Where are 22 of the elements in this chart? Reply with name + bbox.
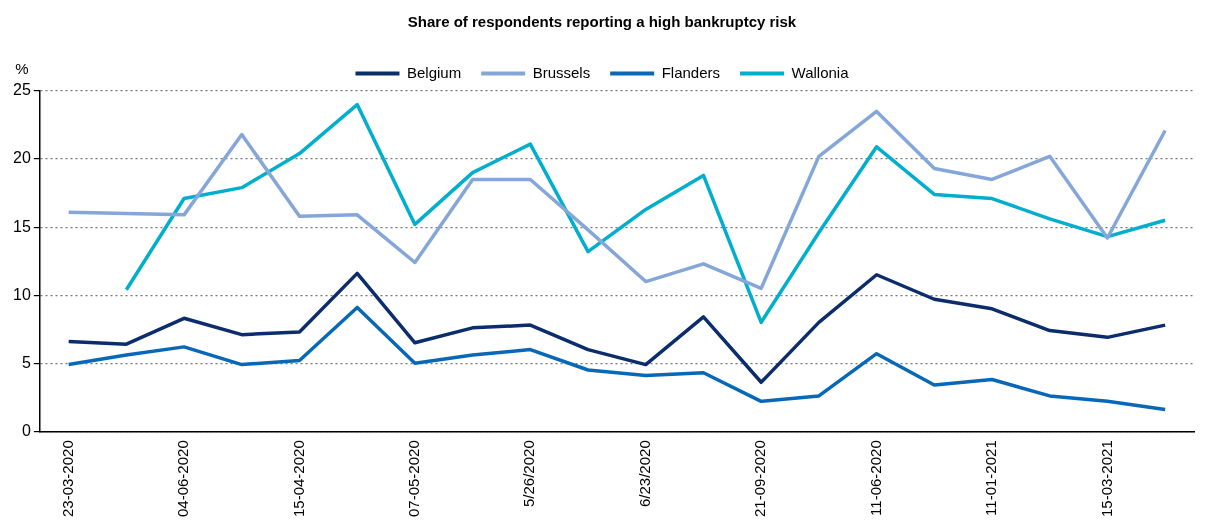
x-tick-label: 23-03-2020: [58, 440, 76, 518]
legend-label: Flanders: [661, 63, 721, 81]
x-tick-label: 07-05-2020: [405, 440, 423, 518]
x-tick-label: 15-04-2020: [289, 440, 307, 518]
y-tick-label: 5: [21, 353, 31, 371]
chart-title: Share of respondents reporting a high bankruptcy risk: [407, 13, 797, 31]
y-tick-label: 20: [13, 149, 31, 167]
x-tick-label: 11-01-2021: [982, 440, 1000, 516]
x-tick-label: 6/23/2020: [635, 440, 653, 508]
y-tick-label: 0: [21, 421, 31, 439]
legend-label: Wallonia: [791, 63, 850, 81]
y-tick-label: 25: [13, 81, 31, 99]
y-axis-title: %: [15, 59, 29, 77]
x-tick-label: 04-06-2020: [174, 440, 192, 518]
y-tick-label: 10: [13, 285, 31, 303]
x-tick-label: 15-03-2021: [1097, 440, 1115, 518]
x-tick-label: 11-06-2020: [866, 440, 884, 516]
x-tick-label: 21-09-2020: [751, 440, 769, 518]
legend-label: Belgium: [406, 63, 462, 81]
y-tick-label: 15: [13, 217, 31, 235]
legend-label: Brussels: [532, 63, 591, 81]
x-tick-label: 5/26/2020: [520, 440, 538, 508]
